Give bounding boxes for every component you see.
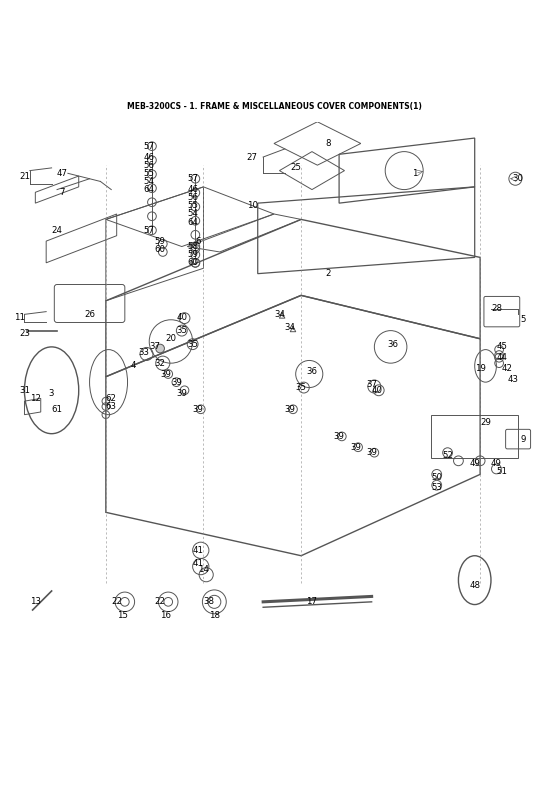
Text: 12: 12	[30, 394, 41, 403]
Text: 19: 19	[475, 364, 486, 373]
Text: 17: 17	[306, 597, 317, 606]
Text: 39: 39	[366, 448, 377, 457]
Text: 51: 51	[496, 467, 507, 476]
Text: 50: 50	[431, 472, 442, 482]
Text: 33: 33	[138, 348, 149, 357]
Text: 60: 60	[187, 259, 198, 267]
Text: 13: 13	[30, 597, 41, 606]
Text: 5: 5	[521, 315, 526, 325]
Text: 26: 26	[84, 310, 95, 319]
Text: 11: 11	[14, 313, 25, 321]
Text: 60: 60	[155, 244, 165, 254]
Text: 46: 46	[144, 152, 155, 162]
Text: 58: 58	[187, 242, 198, 251]
Text: 15: 15	[117, 611, 128, 620]
Text: 63: 63	[106, 402, 117, 411]
Text: 39: 39	[350, 443, 361, 452]
Text: 57: 57	[187, 174, 198, 183]
Text: MEB-3200CS - 1. FRAME & MISCELLANEOUS COVER COMPONENTS(1): MEB-3200CS - 1. FRAME & MISCELLANEOUS CO…	[127, 102, 421, 111]
Text: 44: 44	[496, 353, 507, 362]
Text: 48: 48	[469, 581, 480, 590]
Text: 59: 59	[155, 237, 165, 245]
Text: 39: 39	[176, 388, 187, 398]
Text: 64: 64	[187, 218, 198, 226]
Text: 34: 34	[285, 323, 296, 332]
Text: 8: 8	[326, 139, 331, 148]
Text: 54: 54	[144, 177, 155, 186]
Text: 27: 27	[247, 152, 258, 162]
Text: 39: 39	[334, 432, 345, 441]
Text: 25: 25	[290, 163, 301, 172]
Text: 23: 23	[19, 329, 30, 338]
Text: 16: 16	[160, 611, 171, 620]
Text: 18: 18	[209, 611, 220, 620]
Text: 40: 40	[176, 313, 187, 321]
Text: 36: 36	[388, 340, 399, 349]
Text: 41: 41	[192, 560, 203, 568]
Text: 31: 31	[19, 386, 30, 395]
Text: 45: 45	[496, 343, 507, 351]
Text: 20: 20	[165, 334, 176, 343]
Text: 40: 40	[372, 386, 383, 395]
Text: 7: 7	[60, 188, 65, 196]
Text: 37: 37	[366, 380, 377, 389]
Text: 55: 55	[187, 201, 198, 211]
Text: 22: 22	[111, 597, 122, 606]
Text: 61: 61	[52, 405, 62, 413]
Text: 54: 54	[187, 210, 198, 219]
Text: 59: 59	[187, 250, 198, 259]
Text: 47: 47	[57, 169, 68, 178]
Text: 28: 28	[491, 304, 502, 314]
Text: 56: 56	[144, 160, 155, 170]
Text: 30: 30	[512, 174, 523, 183]
Text: 62: 62	[106, 394, 117, 403]
Text: 34: 34	[274, 310, 285, 319]
Text: 49: 49	[491, 459, 502, 468]
Text: 36: 36	[306, 367, 317, 376]
Text: 1: 1	[412, 169, 418, 178]
Text: 24: 24	[52, 226, 62, 235]
Text: 64: 64	[144, 185, 155, 194]
Text: 14: 14	[198, 565, 209, 574]
Text: 56: 56	[187, 193, 198, 202]
Text: 39: 39	[285, 405, 296, 413]
Text: 52: 52	[442, 451, 453, 460]
Text: 53: 53	[431, 483, 442, 492]
Text: 46: 46	[187, 185, 198, 194]
Text: 42: 42	[502, 364, 513, 373]
Text: 39: 39	[160, 369, 171, 379]
Text: 10: 10	[247, 201, 258, 211]
Circle shape	[156, 344, 164, 353]
Text: 35: 35	[295, 383, 307, 392]
Text: 2: 2	[326, 269, 331, 278]
Text: 35: 35	[187, 340, 198, 349]
Text: 29: 29	[480, 418, 491, 428]
Text: 3: 3	[49, 388, 54, 398]
Text: 39: 39	[171, 377, 182, 387]
Text: 41: 41	[192, 545, 203, 555]
Text: 39: 39	[192, 405, 203, 413]
Text: 43: 43	[507, 375, 518, 384]
Text: 9: 9	[521, 435, 526, 443]
Text: 49: 49	[469, 459, 480, 468]
Text: 4: 4	[130, 362, 136, 370]
Text: 6: 6	[195, 237, 201, 245]
Text: 57: 57	[144, 141, 155, 151]
Text: 35: 35	[176, 326, 187, 335]
Text: 21: 21	[19, 171, 30, 181]
Text: 38: 38	[203, 597, 214, 606]
Text: 57: 57	[144, 226, 155, 235]
Text: 22: 22	[155, 597, 165, 606]
Text: 32: 32	[155, 358, 165, 368]
Text: 55: 55	[144, 169, 155, 178]
Text: 37: 37	[149, 343, 160, 351]
